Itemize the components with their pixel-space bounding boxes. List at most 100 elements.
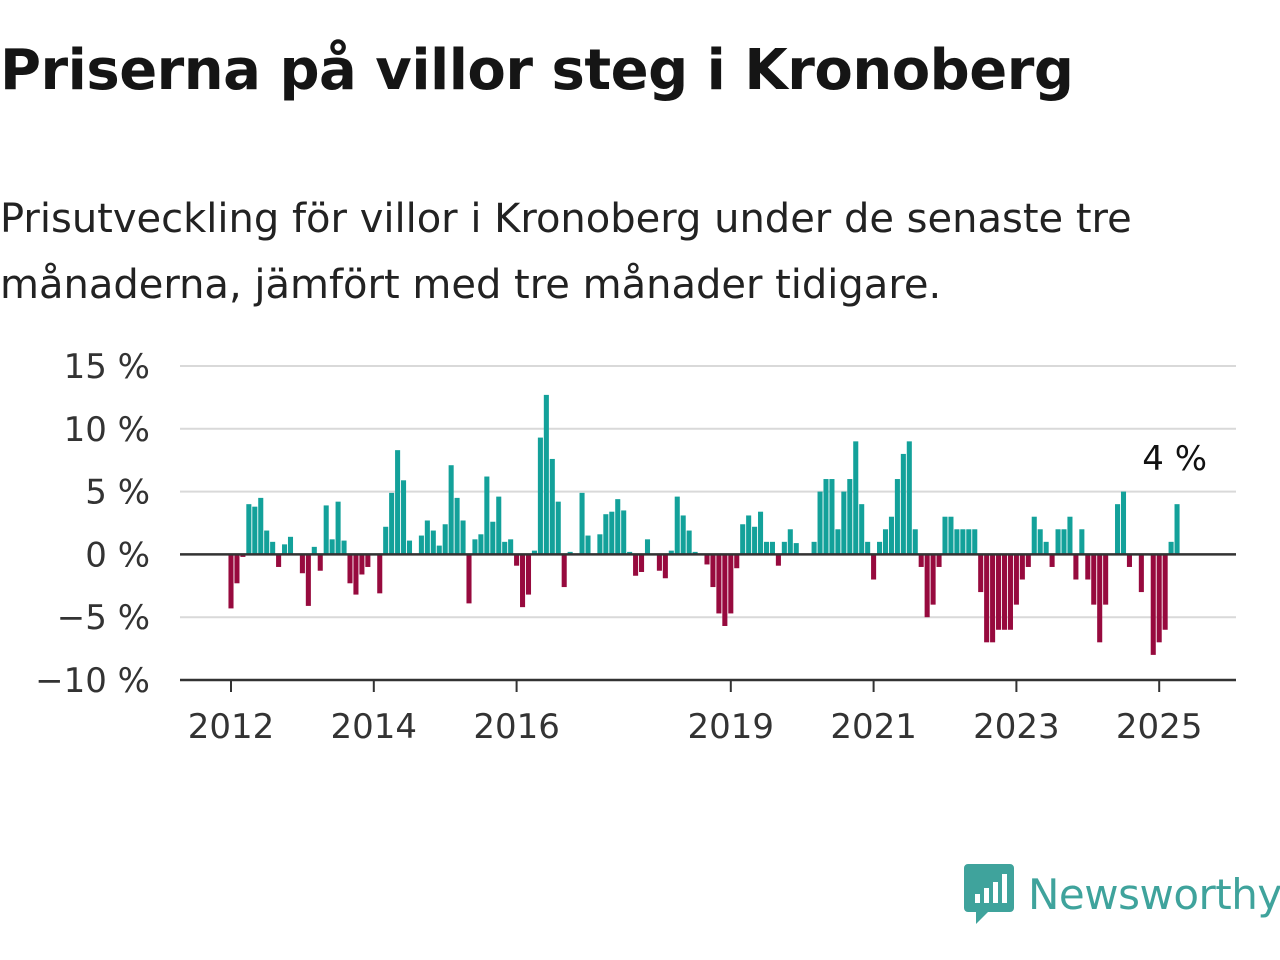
bar	[1126, 554, 1132, 567]
bar	[454, 497, 460, 555]
bar	[395, 450, 401, 555]
bar	[484, 476, 490, 555]
bar	[912, 529, 918, 555]
bar	[859, 504, 865, 555]
bar	[514, 554, 520, 566]
bar	[752, 526, 758, 555]
bar	[686, 530, 692, 555]
bar	[811, 541, 817, 555]
bar	[787, 529, 793, 555]
bar	[823, 479, 829, 555]
bar	[287, 536, 294, 555]
bar	[401, 480, 407, 555]
bar	[978, 554, 984, 593]
bar	[1061, 529, 1067, 555]
bar	[662, 554, 668, 579]
bar	[746, 515, 752, 555]
bar	[299, 554, 305, 574]
bar	[585, 535, 591, 555]
bar	[335, 501, 341, 555]
bar	[990, 554, 996, 643]
bar	[888, 516, 894, 555]
bar	[448, 465, 454, 555]
newsworthy-logo: Newsworthy	[964, 864, 1280, 924]
bar	[258, 497, 264, 555]
bar	[508, 539, 514, 555]
bar	[639, 554, 645, 572]
bar	[603, 514, 609, 555]
bar	[567, 551, 573, 555]
bar	[609, 511, 615, 555]
bar	[1103, 554, 1109, 605]
bar	[930, 554, 936, 605]
bar	[1019, 554, 1025, 580]
bar	[954, 529, 960, 555]
bar	[531, 550, 537, 555]
bar	[865, 541, 871, 555]
bar	[597, 534, 603, 555]
bar	[692, 551, 698, 555]
bar	[877, 541, 883, 555]
bar	[1013, 554, 1019, 605]
bar-chart: −10 % −5 % 0 % 5 % 10 % 15 % 2012 2014 2016 2019 2…	[35, 347, 1236, 747]
bar	[781, 541, 787, 555]
bar	[460, 520, 466, 555]
bar	[615, 499, 621, 555]
bar	[418, 535, 424, 555]
bar	[549, 458, 555, 555]
bar	[252, 506, 258, 555]
bar	[918, 554, 924, 567]
x-tick-label: 2021	[830, 707, 917, 747]
y-tick-label: 15 %	[64, 347, 150, 387]
bar	[900, 453, 906, 555]
bar	[466, 554, 472, 604]
bar	[1037, 529, 1043, 555]
bar	[270, 541, 276, 555]
bar	[537, 437, 543, 555]
bar	[924, 554, 930, 618]
bar	[1150, 554, 1156, 655]
bar	[430, 530, 436, 555]
bar	[240, 554, 246, 557]
x-tick-label: 2016	[473, 707, 560, 747]
bar	[775, 554, 781, 566]
bar	[311, 546, 317, 555]
bar	[734, 554, 740, 569]
bar	[728, 554, 734, 614]
tick-labels: −10 % −5 % 0 % 5 % 10 % 15 % 2012 2014 2016 2019 2…	[35, 347, 1207, 747]
bar	[960, 529, 966, 555]
bar	[502, 541, 508, 555]
bar	[1120, 491, 1127, 555]
bar	[561, 554, 567, 588]
bar	[871, 554, 877, 580]
bar	[644, 539, 651, 555]
bar	[769, 541, 775, 555]
bar	[525, 554, 532, 595]
bar	[347, 554, 353, 584]
bar	[377, 554, 383, 594]
bar	[763, 541, 770, 555]
bar	[1168, 541, 1174, 555]
bar	[1115, 504, 1121, 555]
bar	[656, 554, 662, 571]
bar	[942, 516, 948, 555]
y-tick-label: −5 %	[57, 598, 150, 638]
bars	[228, 394, 1180, 655]
bar	[359, 554, 365, 575]
bar	[1156, 554, 1162, 643]
bar	[1067, 516, 1073, 555]
y-tick-label: 5 %	[85, 473, 150, 513]
y-tick-label: −10 %	[35, 661, 150, 701]
bar	[472, 539, 478, 555]
chart-subtitle: Prisutveckling för villor i Kronoberg un…	[0, 196, 1132, 308]
bar	[1049, 554, 1055, 567]
bar	[716, 554, 722, 614]
bar	[490, 521, 496, 555]
y-tick-label: 0 %	[85, 535, 150, 575]
bar	[341, 540, 347, 555]
bar	[228, 554, 234, 609]
bar	[1055, 529, 1061, 555]
bar	[758, 511, 764, 555]
bar	[1007, 554, 1013, 630]
last-value-annotation: 4 %	[1142, 439, 1207, 479]
